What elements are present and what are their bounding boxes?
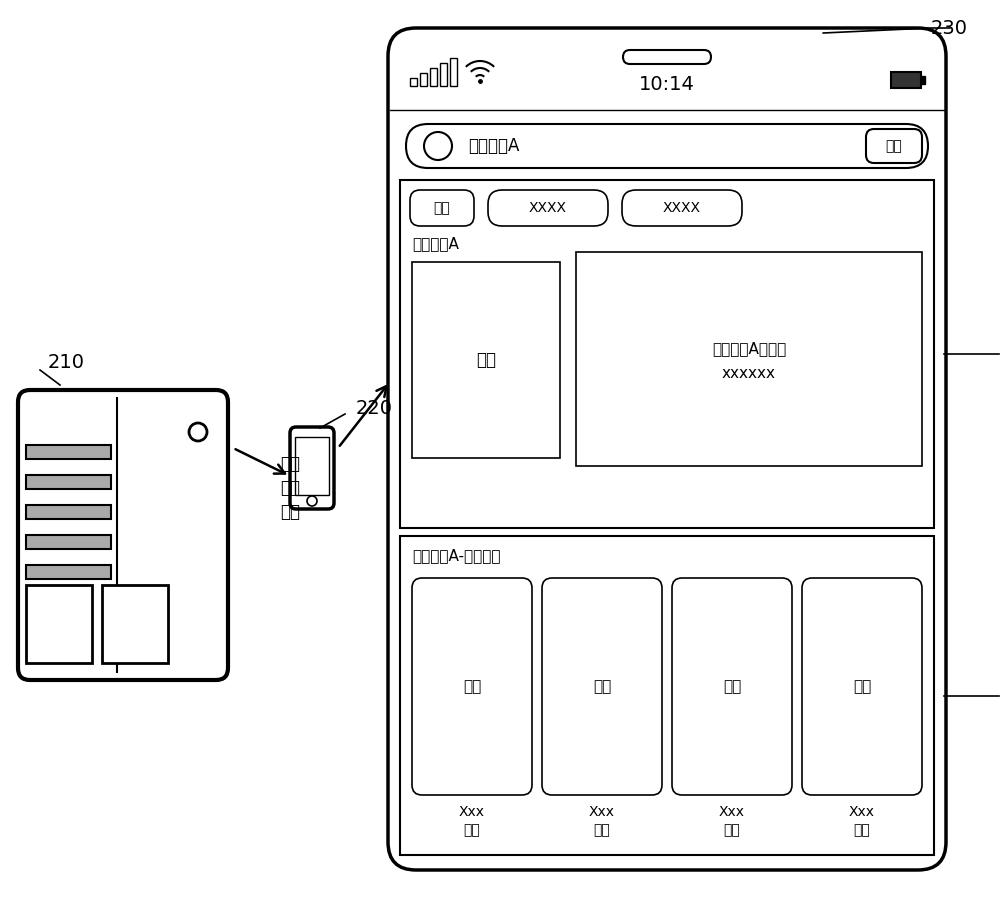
Bar: [400, 180, 934, 528]
FancyBboxPatch shape: [18, 390, 228, 680]
Bar: [412, 262, 560, 458]
Bar: [26, 475, 111, 489]
Text: 影视人物A: 影视人物A: [468, 137, 519, 155]
FancyBboxPatch shape: [410, 190, 474, 226]
Bar: [102, 585, 168, 663]
Bar: [26, 445, 111, 459]
Bar: [576, 252, 922, 466]
Bar: [295, 437, 329, 495]
Bar: [26, 585, 92, 663]
Text: 朵友: 朵友: [854, 823, 870, 837]
Text: 图片: 图片: [476, 351, 496, 369]
FancyBboxPatch shape: [802, 578, 922, 795]
Bar: [400, 536, 934, 855]
FancyBboxPatch shape: [542, 578, 662, 795]
Text: 愛人: 愛人: [464, 823, 480, 837]
Text: 220: 220: [356, 398, 393, 417]
Text: 图片: 图片: [463, 679, 481, 694]
Text: Xxx: Xxx: [459, 805, 485, 819]
Text: Xxx: Xxx: [589, 805, 615, 819]
FancyBboxPatch shape: [406, 124, 928, 168]
Bar: [921, 76, 925, 84]
Circle shape: [424, 132, 452, 160]
Bar: [450, 58, 457, 86]
Text: 影视人物A-相关人物: 影视人物A-相关人物: [412, 549, 501, 563]
Bar: [26, 535, 111, 549]
Circle shape: [189, 423, 207, 441]
Bar: [410, 78, 417, 86]
Text: 岳父: 岳父: [724, 823, 740, 837]
Text: 230: 230: [931, 19, 968, 38]
Text: xxxxxx: xxxxxx: [722, 366, 776, 380]
Bar: [891, 72, 921, 88]
Text: XXXX: XXXX: [663, 201, 701, 215]
FancyBboxPatch shape: [388, 28, 946, 870]
FancyBboxPatch shape: [866, 129, 922, 163]
Bar: [26, 505, 111, 519]
FancyBboxPatch shape: [622, 190, 742, 226]
Text: 210: 210: [48, 352, 85, 371]
FancyBboxPatch shape: [290, 427, 334, 509]
Text: 10:14: 10:14: [639, 75, 695, 94]
Text: Xxx: Xxx: [849, 805, 875, 819]
FancyBboxPatch shape: [623, 50, 711, 64]
Bar: [26, 565, 111, 579]
Text: 人物
关系
信息: 人物 关系 信息: [280, 455, 300, 521]
Text: 图片: 图片: [593, 679, 611, 694]
Text: 搜索: 搜索: [886, 139, 902, 153]
Text: 岳母: 岳母: [594, 823, 610, 837]
Text: 全部: 全部: [434, 201, 450, 215]
Bar: [420, 73, 427, 86]
Bar: [440, 63, 447, 86]
Text: 图片: 图片: [723, 679, 741, 694]
Text: 图片: 图片: [853, 679, 871, 694]
Text: Xxx: Xxx: [719, 805, 745, 819]
Text: 影视人物A的介绍: 影视人物A的介绍: [712, 341, 786, 357]
FancyBboxPatch shape: [488, 190, 608, 226]
FancyBboxPatch shape: [672, 578, 792, 795]
Text: XXXX: XXXX: [529, 201, 567, 215]
Bar: [430, 68, 437, 86]
Circle shape: [307, 496, 317, 506]
FancyBboxPatch shape: [412, 578, 532, 795]
Text: 影视人物A: 影视人物A: [412, 236, 459, 251]
